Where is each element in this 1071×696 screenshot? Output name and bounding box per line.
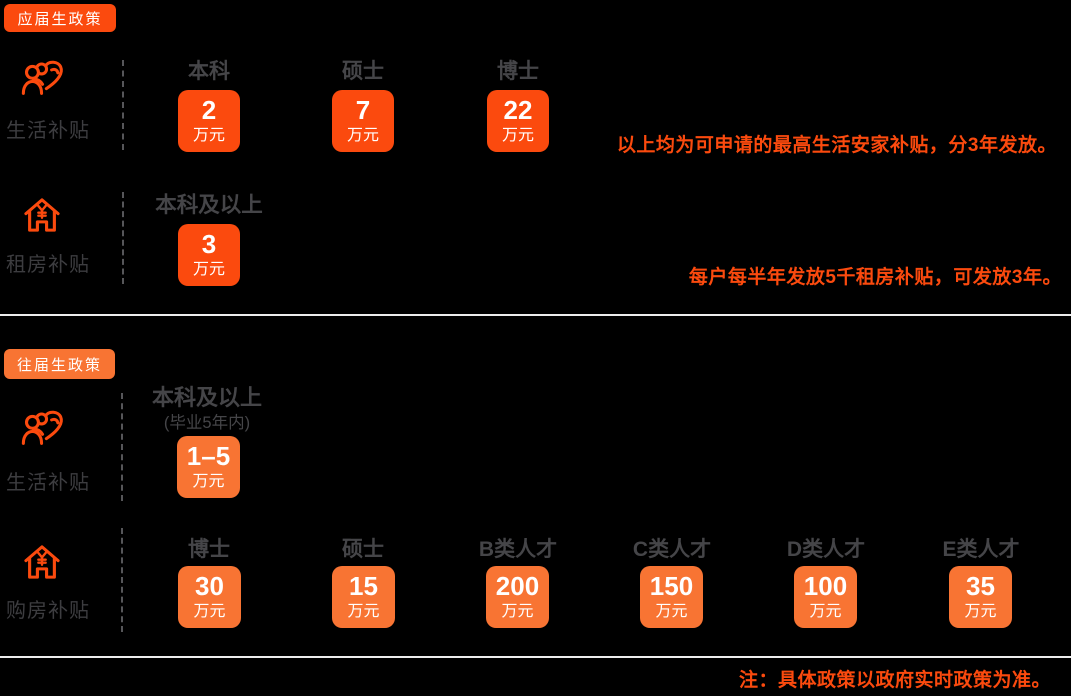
column-header: D类人才 [786, 538, 866, 561]
dashed-divider [121, 393, 123, 501]
value-badge: 35 万元 [949, 566, 1012, 628]
value-unit: 万元 [193, 602, 226, 620]
value-unit: 万元 [501, 126, 534, 144]
value-amount: 22 [503, 95, 533, 126]
value-unit: 万元 [192, 260, 225, 278]
column-header: 硕士 [342, 60, 384, 83]
value-badge: 15 万元 [332, 566, 395, 628]
value-unit: 万元 [655, 602, 688, 620]
value-unit: 万元 [501, 602, 534, 620]
dashed-divider [121, 528, 123, 632]
value-amount: 35 [966, 571, 995, 602]
section-badge-previous-graduates: 往届生政策 [4, 349, 115, 379]
value-amount: 100 [803, 571, 848, 602]
row-label-rent-subsidy: 租房补贴 [6, 254, 90, 276]
value-unit: 万元 [964, 602, 997, 620]
value-badge: 30 万元 [178, 566, 241, 628]
value-amount: 1–5 [186, 441, 231, 472]
dashed-divider [122, 192, 124, 284]
value-unit: 万元 [347, 602, 380, 620]
row-label-living-subsidy: 生活补贴 [6, 472, 90, 494]
value-badge: 22 万元 [487, 90, 549, 152]
value-amount: 30 [195, 571, 224, 602]
value-amount: 200 [495, 571, 540, 602]
value-unit: 万元 [346, 126, 379, 144]
rent-subsidy-note: 每户每半年发放5千租房补贴，可发放3年。 [688, 267, 1062, 288]
value-unit: 万元 [192, 472, 225, 490]
column-header: 本科 [188, 60, 230, 83]
column-header: 硕士 [342, 538, 384, 561]
value-amount: 150 [649, 571, 694, 602]
dashed-divider [122, 60, 124, 150]
row-label-living-subsidy: 生活补贴 [6, 120, 90, 142]
value-badge: 1–5 万元 [177, 436, 240, 498]
value-unit: 万元 [192, 126, 225, 144]
section-divider [0, 314, 1071, 316]
value-amount: 3 [201, 229, 217, 260]
value-amount: 2 [201, 95, 217, 126]
section-badge-fresh-graduates: 应届生政策 [4, 4, 116, 32]
column-subheader: (毕业5年内) [163, 414, 251, 432]
people-heart-icon [20, 407, 66, 453]
house-yuan-icon [20, 540, 64, 584]
living-subsidy-note: 以上均为可申请的最高生活安家补贴，分3年发放。 [616, 135, 1057, 156]
column-header: E类人才 [942, 538, 1020, 561]
value-unit: 万元 [809, 602, 842, 620]
column-header: 本科及以上 [155, 193, 263, 217]
row-label-purchase-subsidy: 购房补贴 [6, 600, 90, 622]
value-amount: 7 [355, 95, 371, 126]
column-header: 博士 [497, 60, 539, 83]
column-header: C类人才 [632, 538, 712, 561]
value-badge: 2 万元 [178, 90, 240, 152]
column-header: 本科及以上 [151, 385, 262, 410]
value-badge: 7 万元 [332, 90, 394, 152]
column-header: 博士 [188, 538, 230, 561]
value-amount: 15 [349, 571, 378, 602]
value-badge: 150 万元 [640, 566, 703, 628]
people-heart-icon [20, 57, 66, 103]
value-badge: 3 万元 [178, 224, 240, 286]
footer-divider [0, 656, 1071, 658]
house-yuan-icon [20, 193, 64, 237]
column-header: B类人才 [478, 538, 558, 561]
value-badge: 200 万元 [486, 566, 549, 628]
value-badge: 100 万元 [794, 566, 857, 628]
footnote: 注：具体政策以政府实时政策为准。 [738, 670, 1051, 691]
